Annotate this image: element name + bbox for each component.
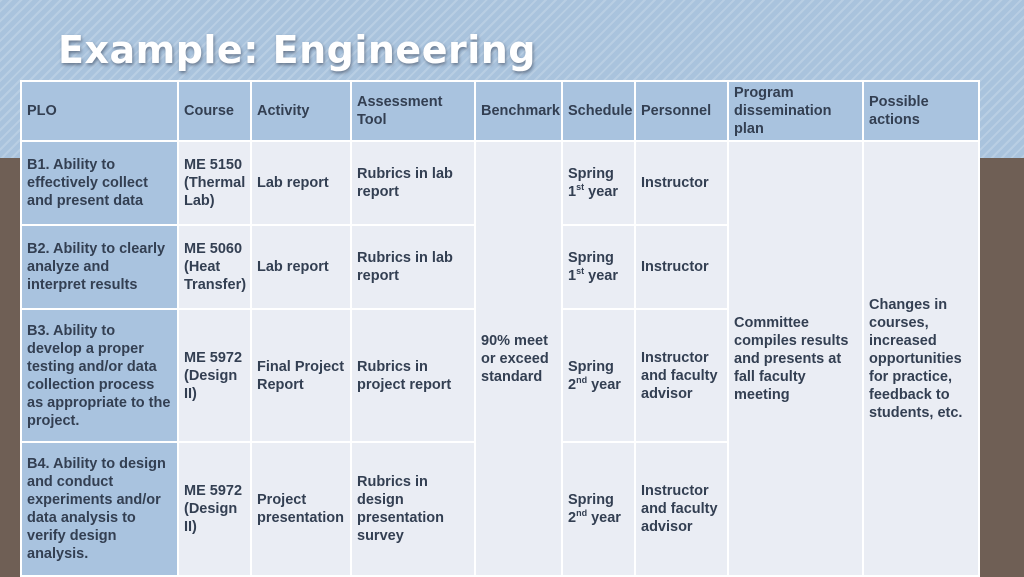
benchmark-cell: 90% meet or exceed standard	[474, 140, 563, 577]
personnel-cell: Instructor	[634, 224, 729, 310]
course-cell: ME 5150 (Thermal Lab)	[177, 140, 252, 226]
header-dissemination: Program dissemination plan	[727, 80, 864, 142]
personnel-cell: Instructor	[634, 140, 729, 226]
header-benchmark: Benchmark	[474, 80, 563, 142]
assessment-tool-cell: Rubrics in lab report	[350, 224, 476, 310]
table-header-row: PLO Course Activity Assessment Tool Benc…	[20, 80, 980, 142]
table-row: B2. Ability to clearly analyze and inter…	[20, 224, 979, 310]
schedule-cell: Spring 1st year	[561, 224, 636, 310]
page-title: Example: Engineering	[58, 28, 536, 72]
personnel-cell: Instructor and faculty advisor	[634, 441, 729, 577]
plo-cell: B4. Ability to design and conduct experi…	[20, 441, 179, 577]
header-personnel: Personnel	[634, 80, 729, 142]
schedule-year-word: year	[588, 268, 618, 284]
header-assessment-tool: Assessment Tool	[350, 80, 476, 142]
header-course: Course	[177, 80, 252, 142]
plo-cell: B1. Ability to effectively collect and p…	[20, 140, 179, 226]
schedule-term: Spring	[568, 166, 614, 182]
schedule-year-num: 1	[568, 184, 577, 200]
schedule-year-word: year	[588, 184, 618, 200]
possible-actions-cell: Changes in courses, increased opportunit…	[862, 140, 980, 577]
schedule-year-num: 2	[568, 376, 577, 393]
activity-cell: Project presentation	[250, 441, 352, 577]
schedule-cell: Spring 2nd year	[561, 441, 636, 577]
schedule-term: Spring	[568, 358, 614, 375]
table-row: B4. Ability to design and conduct experi…	[20, 441, 979, 577]
assessment-table: PLO Course Activity Assessment Tool Benc…	[20, 80, 980, 577]
activity-cell: Final Project Report	[250, 308, 352, 443]
assessment-tool-cell: Rubrics in lab report	[350, 140, 476, 226]
header-activity: Activity	[250, 80, 352, 142]
course-cell: ME 5972 (Design II)	[177, 308, 252, 443]
schedule-year-word: year	[591, 376, 621, 393]
schedule-year-num: 1	[568, 268, 577, 284]
course-cell: ME 5060 (Heat Transfer)	[177, 224, 252, 310]
schedule-year-suffix: nd	[576, 374, 588, 385]
schedule-year-num: 2	[568, 510, 577, 526]
schedule-year-suffix: st	[576, 266, 585, 277]
assessment-tool-cell: Rubrics in project report	[350, 308, 476, 443]
assessment-tool-cell: Rubrics in design presentation survey	[350, 441, 476, 577]
plo-cell: B3. Ability to develop a proper testing …	[20, 308, 179, 443]
course-cell: ME 5972 (Design II)	[177, 441, 252, 577]
table-row: B3. Ability to develop a proper testing …	[20, 308, 979, 443]
schedule-year-word: year	[591, 510, 621, 526]
schedule-year-suffix: nd	[576, 508, 588, 519]
table-row: B1. Ability to effectively collect and p…	[20, 140, 980, 577]
dissemination-cell: Committee compiles results and presents …	[727, 140, 864, 577]
header-schedule: Schedule	[561, 80, 636, 142]
schedule-year-suffix: st	[576, 182, 585, 193]
personnel-cell: Instructor and faculty advisor	[634, 308, 729, 443]
header-possible-actions: Possible actions	[862, 80, 980, 142]
activity-cell: Lab report	[250, 140, 352, 226]
header-plo: PLO	[20, 80, 179, 142]
plo-cell: B2. Ability to clearly analyze and inter…	[20, 224, 179, 310]
schedule-term: Spring	[568, 250, 614, 266]
activity-cell: Lab report	[250, 224, 352, 310]
schedule-cell: Spring 2nd year	[561, 308, 636, 443]
schedule-cell: Spring 1st year	[561, 140, 636, 226]
schedule-term: Spring	[568, 492, 614, 508]
